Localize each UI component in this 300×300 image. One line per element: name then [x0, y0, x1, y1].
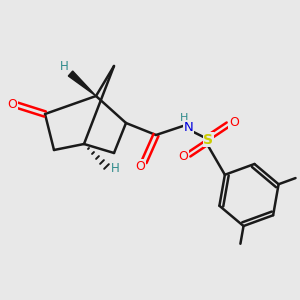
Text: S: S	[203, 133, 214, 146]
Polygon shape	[68, 71, 96, 96]
Text: H: H	[59, 60, 68, 74]
Text: H: H	[111, 161, 120, 175]
Text: N: N	[184, 121, 193, 134]
Text: O: O	[7, 98, 17, 112]
Text: O: O	[136, 160, 145, 173]
Text: H: H	[179, 112, 188, 123]
Text: O: O	[229, 116, 239, 129]
Text: O: O	[178, 150, 188, 164]
